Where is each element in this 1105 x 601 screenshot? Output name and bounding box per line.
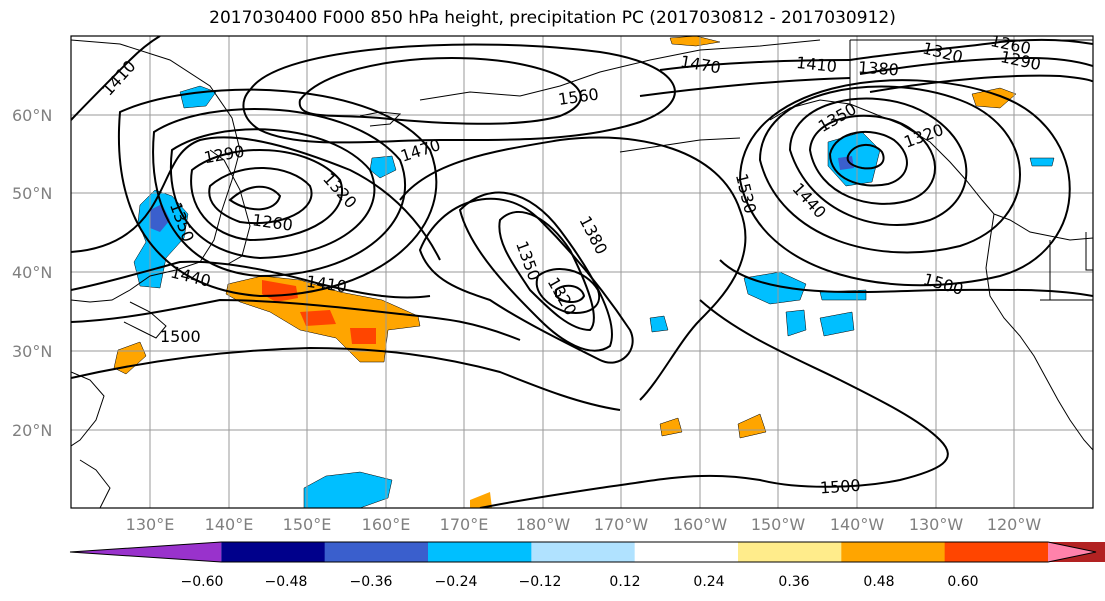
lat-label: 40°N: [12, 263, 52, 282]
lat-label: 30°N: [12, 342, 52, 361]
contour-label: 1500: [819, 476, 861, 498]
colorbar-segment: [428, 542, 532, 562]
colorbar-segment: [738, 542, 842, 562]
colorbar-tick-label: −0.60: [181, 574, 224, 590]
lon-label: 180°W: [516, 515, 571, 534]
lon-label: 160°E: [362, 515, 411, 534]
colorbar-tick-label: 0.48: [863, 574, 894, 590]
colorbar-tick-label: 0.36: [778, 574, 809, 590]
map-title: 2017030400 F000 850 hPa height, precipit…: [209, 8, 896, 28]
longitude-labels: 130°E 140°E 150°E 160°E 170°E 180°W 170°…: [126, 515, 1042, 534]
contour-label: 1410: [795, 53, 837, 76]
lon-label: 160°W: [673, 515, 728, 534]
colorbar-segment: [634, 542, 739, 562]
colorbar-tick-label: −0.12: [519, 574, 562, 590]
colorbar-segment: [1048, 542, 1096, 562]
lon-label: 120°W: [987, 515, 1042, 534]
lon-label: 150°W: [751, 515, 806, 534]
lat-label: 50°N: [12, 184, 52, 203]
lon-label: 170°E: [440, 515, 489, 534]
plot-frame: [70, 35, 1094, 509]
colorbar-tick-label: −0.36: [350, 574, 393, 590]
colorbar-tick-label: 0.60: [947, 574, 978, 590]
latitude-labels: 60°N 50°N 40°N 30°N 20°N: [12, 106, 52, 440]
height-contours: [71, 36, 1093, 508]
colorbar-segment: [221, 542, 326, 562]
contour-label: 1380: [857, 58, 899, 80]
colorbar-tick-labels: −0.60 −0.48 −0.36 −0.24 −0.12 0.12 0.24 …: [181, 574, 979, 590]
lon-label: 150°E: [283, 515, 332, 534]
colorbar-segment: [70, 542, 222, 562]
colorbar-tick-label: 0.12: [609, 574, 640, 590]
colorbar-tick-label: −0.48: [265, 574, 308, 590]
colorbar: [69, 541, 1105, 563]
lon-label: 130°W: [909, 515, 964, 534]
lat-label: 60°N: [12, 106, 52, 125]
colorbar-segment: [944, 542, 1049, 562]
colorbar-segment: [324, 542, 429, 562]
colorbar-segment: [531, 542, 636, 562]
plot-area: 1410 1560 1470 1410 1380 1320 1260 1290 …: [70, 35, 1094, 509]
lon-label: 140°W: [830, 515, 885, 534]
colorbar-outline: [69, 541, 1097, 563]
colorbar-segment: [841, 542, 946, 562]
colorbar-tick-label: −0.24: [435, 574, 478, 590]
contour-label: 1500: [160, 327, 201, 346]
lat-label: 20°N: [12, 421, 52, 440]
lon-label: 140°E: [205, 515, 254, 534]
lon-label: 170°W: [594, 515, 649, 534]
lon-label: 130°E: [126, 515, 175, 534]
colorbar-tick-label: 0.24: [693, 574, 724, 590]
